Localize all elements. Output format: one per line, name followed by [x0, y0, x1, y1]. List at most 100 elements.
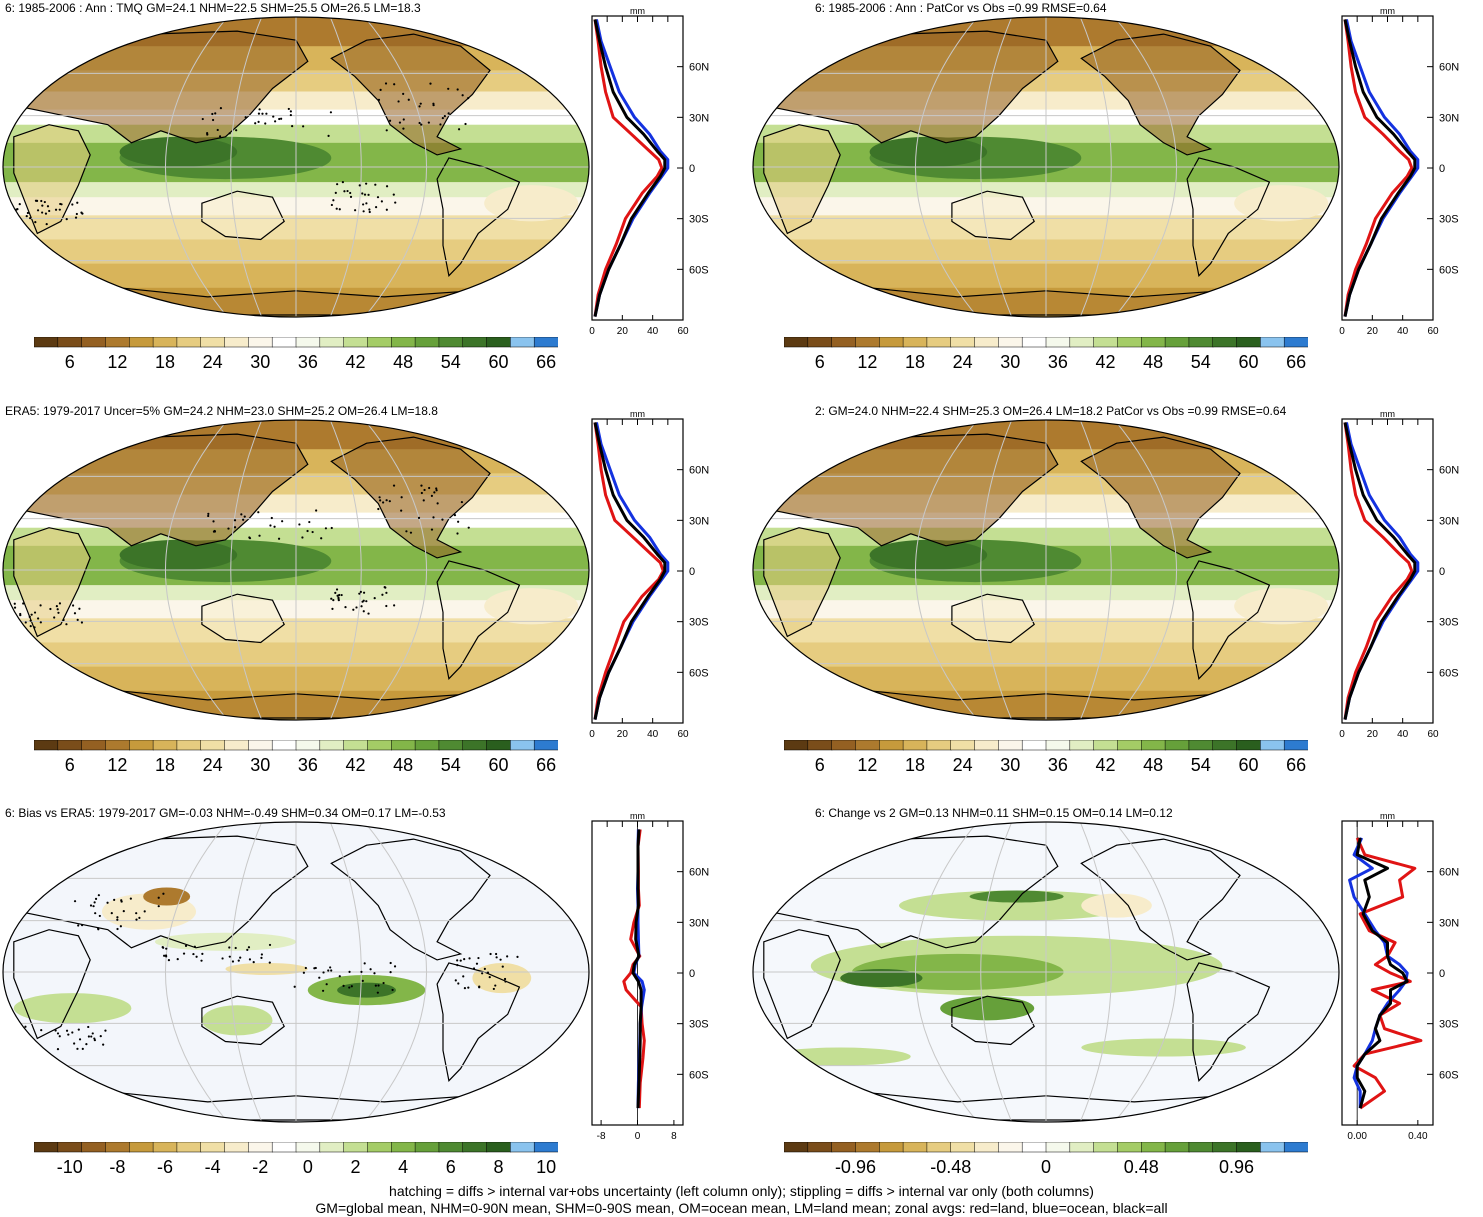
zonal-plot-p1: mm 60N 30N 0 30S 60S 0 20 40 60 — [589, 6, 709, 337]
colorbar-swatch — [1069, 740, 1095, 751]
zonal-x-tick-label: 60 — [1427, 729, 1439, 740]
coastline-namerica — [1080, 838, 1241, 961]
colorbar-swatch — [1117, 337, 1143, 348]
colorbar-swatch — [81, 1142, 107, 1153]
zonal-unit-label: mm — [1380, 6, 1395, 16]
zonal-x-tick-label: 20 — [1367, 729, 1379, 740]
colorbar-swatch — [1164, 740, 1190, 751]
colorbar-swatch — [176, 337, 202, 348]
colorbar-swatch — [1141, 1142, 1166, 1153]
colorbar-swatch — [1283, 740, 1308, 751]
colorbar-swatch — [271, 1142, 297, 1153]
colorbar-swatch — [950, 337, 976, 348]
colorbar-swatch — [855, 337, 881, 348]
colorbar-swatch — [1021, 1142, 1047, 1153]
colorbar-swatch — [248, 740, 273, 751]
zonal-x-tick-label: -8 — [597, 1131, 606, 1142]
coastline-greenland — [1245, 835, 1306, 870]
colorbar-tick-label: 30 — [1000, 755, 1020, 775]
zonal-x-tick-label: 0.40 — [1408, 1131, 1428, 1142]
zonal-series-line-0 — [1343, 422, 1414, 720]
graticule — [3, 822, 589, 1122]
coastline-samerica — [1186, 560, 1271, 680]
colorbar-swatch — [1164, 337, 1190, 348]
colorbar-swatch — [855, 740, 881, 751]
colorbar-tick-label: 48 — [393, 352, 413, 372]
colorbar-swatch — [1188, 740, 1214, 751]
colorbar-tick-label: 24 — [203, 352, 223, 372]
colorbar-tick-label: 36 — [298, 352, 318, 372]
panel-title: 6: Bias vs ERA5: 1979-2017 GM=-0.03 NHM=… — [5, 806, 446, 820]
colorbar-swatch — [391, 1142, 416, 1153]
colorbar-tick-label: 12 — [107, 755, 127, 775]
colorbar-swatch — [902, 1142, 928, 1153]
map-field — [753, 17, 1339, 317]
zonal-series-line-0 — [593, 19, 664, 317]
colorbar-swatch — [34, 740, 59, 751]
colorbar-swatch — [784, 337, 809, 348]
colorbar-tick-label: 0 — [1041, 1157, 1051, 1177]
map-border — [752, 16, 1340, 318]
colorbar-tick-label: -4 — [205, 1157, 221, 1177]
colorbar-swatch — [34, 337, 59, 348]
colorbar-tick-label: 36 — [1048, 755, 1068, 775]
colorbar-swatch — [510, 1142, 535, 1153]
colorbar-swatch — [1069, 1142, 1095, 1153]
colorbar-swatch — [1212, 1142, 1238, 1153]
colorbar-tick-label: 12 — [857, 755, 877, 775]
colorbar-tick-label: 66 — [536, 352, 556, 372]
colorbar-swatch — [438, 1142, 464, 1153]
lat-tick-label: 60S — [1439, 264, 1459, 276]
colorbar-swatch — [1236, 1142, 1262, 1153]
lat-tick-label: 30S — [1439, 1019, 1459, 1031]
colorbar-swatch — [879, 740, 904, 751]
colorbar-swatch — [462, 740, 488, 751]
colorbar-swatch — [105, 1142, 131, 1153]
zonal-x-tick-label: 0 — [589, 326, 595, 337]
map-field — [753, 420, 1339, 720]
zonal-x-tick-label: 40 — [1397, 326, 1409, 337]
colorbar-tick-label: 48 — [393, 755, 413, 775]
colorbar-swatch — [1236, 740, 1262, 751]
coastline-samerica — [436, 962, 521, 1082]
map-border — [752, 821, 1340, 1123]
colorbar-swatch — [57, 1142, 83, 1153]
colorbar-tick-label: 48 — [1143, 755, 1163, 775]
colorbar-tick-label: 2 — [351, 1157, 361, 1177]
colorbar-swatch — [271, 740, 297, 751]
colorbar-swatch — [831, 337, 857, 348]
colorbar-p2: 6 12 18 24 30 36 42 48 54 60 66 — [784, 337, 1308, 372]
colorbar-swatch — [998, 1142, 1023, 1153]
lat-tick-label: 0 — [689, 968, 695, 980]
colorbar-tick-label: 66 — [1286, 352, 1306, 372]
map-border — [2, 16, 590, 318]
colorbar-swatch — [1260, 740, 1285, 751]
colorbar-swatch — [295, 740, 321, 751]
colorbar-swatch — [486, 740, 512, 751]
colorbar-swatch — [1141, 740, 1166, 751]
colorbar-tick-label: 0.48 — [1124, 1157, 1159, 1177]
colorbar-swatch — [1236, 337, 1262, 348]
zonal-x-tick-label: 0 — [1339, 326, 1345, 337]
coastline-africa — [13, 527, 91, 638]
colorbar-swatch — [1188, 1142, 1214, 1153]
coastline-greenland — [495, 30, 556, 65]
coastline-africa — [763, 124, 841, 235]
map-p4 — [752, 419, 1340, 721]
colorbar-tick-label: 42 — [1096, 352, 1116, 372]
map-field — [753, 822, 1339, 1122]
zonal-series-line-2 — [1343, 19, 1417, 317]
colorbar-swatch — [200, 1142, 226, 1153]
colorbar-tick-label: 12 — [857, 352, 877, 372]
colorbar-swatch — [1141, 337, 1166, 348]
coastline-namerica — [330, 33, 491, 156]
colorbar-swatch — [1260, 337, 1285, 348]
colorbar-tick-label: 54 — [441, 755, 461, 775]
zonal-x-tick-label: 60 — [677, 326, 689, 337]
zonal-x-tick-label: 8 — [671, 1131, 677, 1142]
colorbar-tick-label: -2 — [252, 1157, 268, 1177]
colorbar-tick-label: 54 — [1191, 352, 1211, 372]
colorbar-swatch — [152, 1142, 178, 1153]
zonal-plot-p4: mm 60N 30N 0 30S 60S 0 20 40 60 — [1339, 409, 1459, 740]
colorbar-swatch — [533, 337, 558, 348]
